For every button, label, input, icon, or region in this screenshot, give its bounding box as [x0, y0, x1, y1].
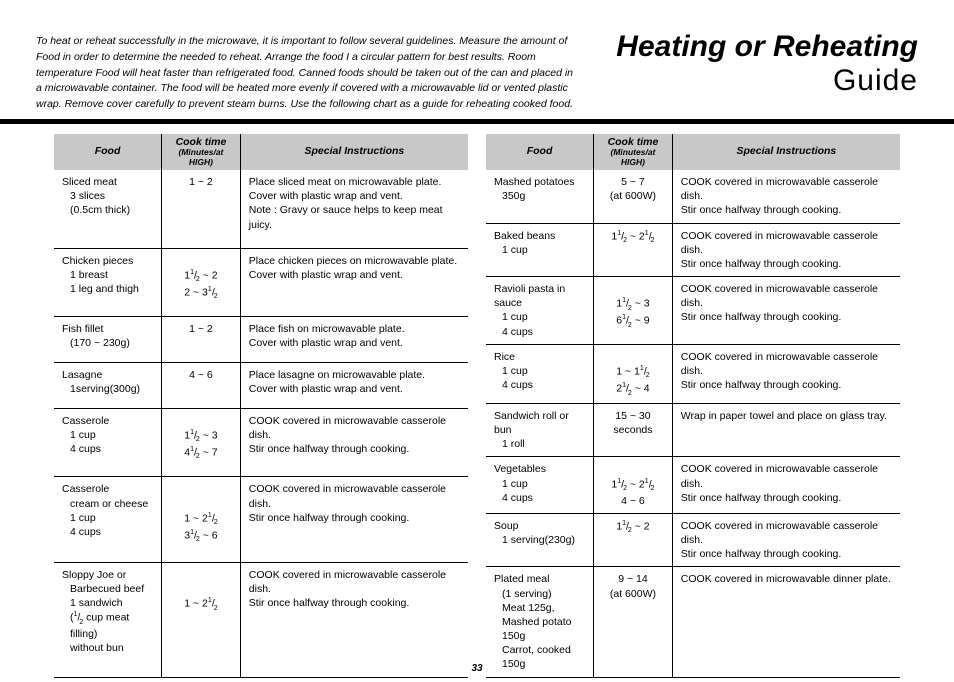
table-row: Soup1 serving(230g)11/2 ~ 2COOK covered …: [486, 513, 900, 567]
food-cell: Plated meal(1 serving)Meat 125g,Mashed p…: [486, 567, 594, 677]
reheat-table-right: FoodCook time(Minutes/at HIGH)Special In…: [486, 134, 900, 678]
intro-paragraph: To heat or reheat successfully in the mi…: [36, 30, 576, 113]
time-cell: 1 ~ 21/231/2 ~ 6: [162, 477, 241, 562]
title-main: Heating or Reheating: [616, 30, 918, 64]
col-header-time: Cook time(Minutes/at HIGH): [162, 134, 241, 170]
food-cell: Sloppy Joe orBarbecued beef1 sandwich(1/…: [54, 562, 162, 677]
instructions-cell: Place fish on microwavable plate.Cover w…: [240, 317, 468, 363]
time-cell: 11/2 ~ 22 ~ 31/2: [162, 248, 241, 317]
food-cell: Casserolecream or cheese1 cup4 cups: [54, 477, 162, 562]
instructions-cell: COOK covered in microwavable casserole d…: [240, 408, 468, 477]
reheat-table-left: FoodCook time(Minutes/at HIGH)Special In…: [54, 134, 468, 678]
time-cell: 1 ~ 21/2: [162, 562, 241, 677]
page-title: Heating or Reheating Guide: [616, 30, 918, 98]
time-cell: 1 ~ 2: [162, 317, 241, 363]
table-row: Plated meal(1 serving)Meat 125g,Mashed p…: [486, 567, 900, 677]
time-cell: 11/2 ~ 361/2 ~ 9: [594, 277, 673, 345]
food-cell: Vegetables1 cup4 cups: [486, 457, 594, 513]
col-header-time: Cook time(Minutes/at HIGH): [594, 134, 673, 170]
table-row: Casserolecream or cheese1 cup4 cups 1 ~ …: [54, 477, 468, 562]
time-cell: 9 ~ 14(at 600W): [594, 567, 673, 677]
table-row: Mashed potatoes350g5 ~ 7(at 600W)COOK co…: [486, 170, 900, 223]
table-row: Lasagne1serving(300g)4 ~ 6Place lasagne …: [54, 362, 468, 408]
col-header-instructions: Special Instructions: [672, 134, 900, 170]
time-cell: 1 ~ 11/221/2 ~ 4: [594, 344, 673, 403]
food-cell: Rice1 cup4 cups: [486, 344, 594, 403]
instructions-cell: COOK covered in microwavable casserole d…: [240, 477, 468, 562]
food-cell: Sliced meat3 slices(0.5cm thick): [54, 170, 162, 248]
instructions-cell: COOK covered in microwavable casserole d…: [672, 513, 900, 567]
instructions-cell: COOK covered in microwavable casserole d…: [672, 344, 900, 403]
table-row: Sandwich roll or bun1 roll15 ~ 30seconds…: [486, 403, 900, 457]
title-sub: Guide: [616, 64, 918, 98]
time-cell: 11/2 ~ 21/2: [594, 223, 673, 277]
food-cell: Chicken pieces1 breast1 leg and thigh: [54, 248, 162, 317]
time-cell: 11/2 ~ 341/2 ~ 7: [162, 408, 241, 477]
table-row: Ravioli pasta in sauce1 cup4 cups 11/2 ~…: [486, 277, 900, 345]
instructions-cell: COOK covered in microwavable casserole d…: [672, 457, 900, 513]
col-header-instructions: Special Instructions: [240, 134, 468, 170]
food-cell: Lasagne1serving(300g): [54, 362, 162, 408]
time-cell: 1 ~ 2: [162, 170, 241, 248]
tables-container: FoodCook time(Minutes/at HIGH)Special In…: [36, 134, 918, 678]
page-number: 33: [471, 663, 482, 674]
instructions-cell: Place sliced meat on microwavable plate.…: [240, 170, 468, 248]
instructions-cell: Place chicken pieces on microwavable pla…: [240, 248, 468, 317]
table-row: Sloppy Joe orBarbecued beef1 sandwich(1/…: [54, 562, 468, 677]
col-header-food: Food: [54, 134, 162, 170]
header-row: To heat or reheat successfully in the mi…: [36, 30, 918, 113]
instructions-cell: COOK covered in microwavable casserole d…: [240, 562, 468, 677]
instructions-cell: Place lasagne on microwavable plate.Cove…: [240, 362, 468, 408]
food-cell: Casserole1 cup4 cups: [54, 408, 162, 477]
instructions-cell: COOK covered in microwavable dinner plat…: [672, 567, 900, 677]
divider-rule: [0, 119, 954, 124]
instructions-cell: COOK covered in microwavable casserole d…: [672, 223, 900, 277]
food-cell: Sandwich roll or bun1 roll: [486, 403, 594, 457]
food-cell: Mashed potatoes350g: [486, 170, 594, 223]
col-header-food: Food: [486, 134, 594, 170]
time-cell: 11/2 ~ 21/24 ~ 6: [594, 457, 673, 513]
instructions-cell: Wrap in paper towel and place on glass t…: [672, 403, 900, 457]
food-cell: Fish fillet(170 ~ 230g): [54, 317, 162, 363]
food-cell: Ravioli pasta in sauce1 cup4 cups: [486, 277, 594, 345]
table-row: Sliced meat3 slices(0.5cm thick)1 ~ 2Pla…: [54, 170, 468, 248]
time-cell: 5 ~ 7(at 600W): [594, 170, 673, 223]
table-row: Baked beans1 cup11/2 ~ 21/2COOK covered …: [486, 223, 900, 277]
table-row: Chicken pieces1 breast1 leg and thigh 11…: [54, 248, 468, 317]
table-row: Casserole1 cup4 cups 11/2 ~ 341/2 ~ 7COO…: [54, 408, 468, 477]
table-row: Rice1 cup4 cups 1 ~ 11/221/2 ~ 4COOK cov…: [486, 344, 900, 403]
table-row: Fish fillet(170 ~ 230g)1 ~ 2Place fish o…: [54, 317, 468, 363]
food-cell: Soup1 serving(230g): [486, 513, 594, 567]
time-cell: 15 ~ 30seconds: [594, 403, 673, 457]
food-cell: Baked beans1 cup: [486, 223, 594, 277]
time-cell: 11/2 ~ 2: [594, 513, 673, 567]
table-row: Vegetables1 cup4 cups 11/2 ~ 21/24 ~ 6CO…: [486, 457, 900, 513]
instructions-cell: COOK covered in microwavable casserole d…: [672, 170, 900, 223]
time-cell: 4 ~ 6: [162, 362, 241, 408]
instructions-cell: COOK covered in microwavable casserole d…: [672, 277, 900, 345]
